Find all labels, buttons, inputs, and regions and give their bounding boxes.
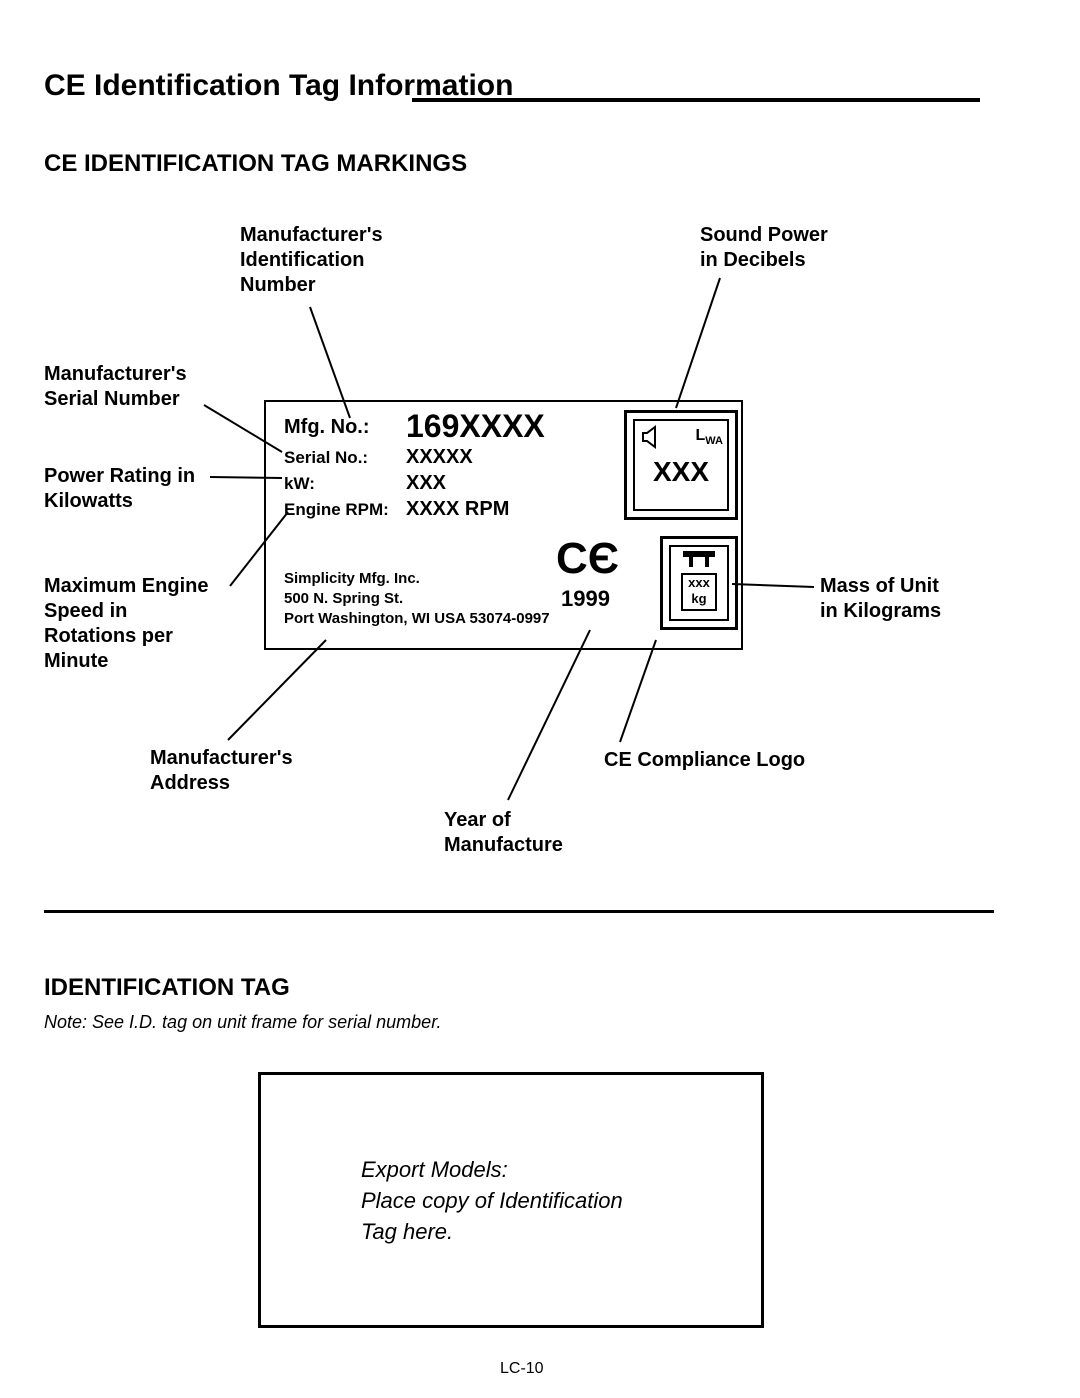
id-tag-note: Note: See I.D. tag on unit frame for ser… <box>44 1012 442 1033</box>
section-divider <box>44 910 994 913</box>
id-tag-placeholder-box: Export Models: Place copy of Identificat… <box>258 1072 764 1328</box>
id-tag-placeholder-text: Export Models: Place copy of Identificat… <box>361 1155 623 1247</box>
page-number: LC-10 <box>500 1360 544 1378</box>
leader-lines <box>0 0 1080 900</box>
section-heading-idtag: IDENTIFICATION TAG <box>44 974 290 1002</box>
